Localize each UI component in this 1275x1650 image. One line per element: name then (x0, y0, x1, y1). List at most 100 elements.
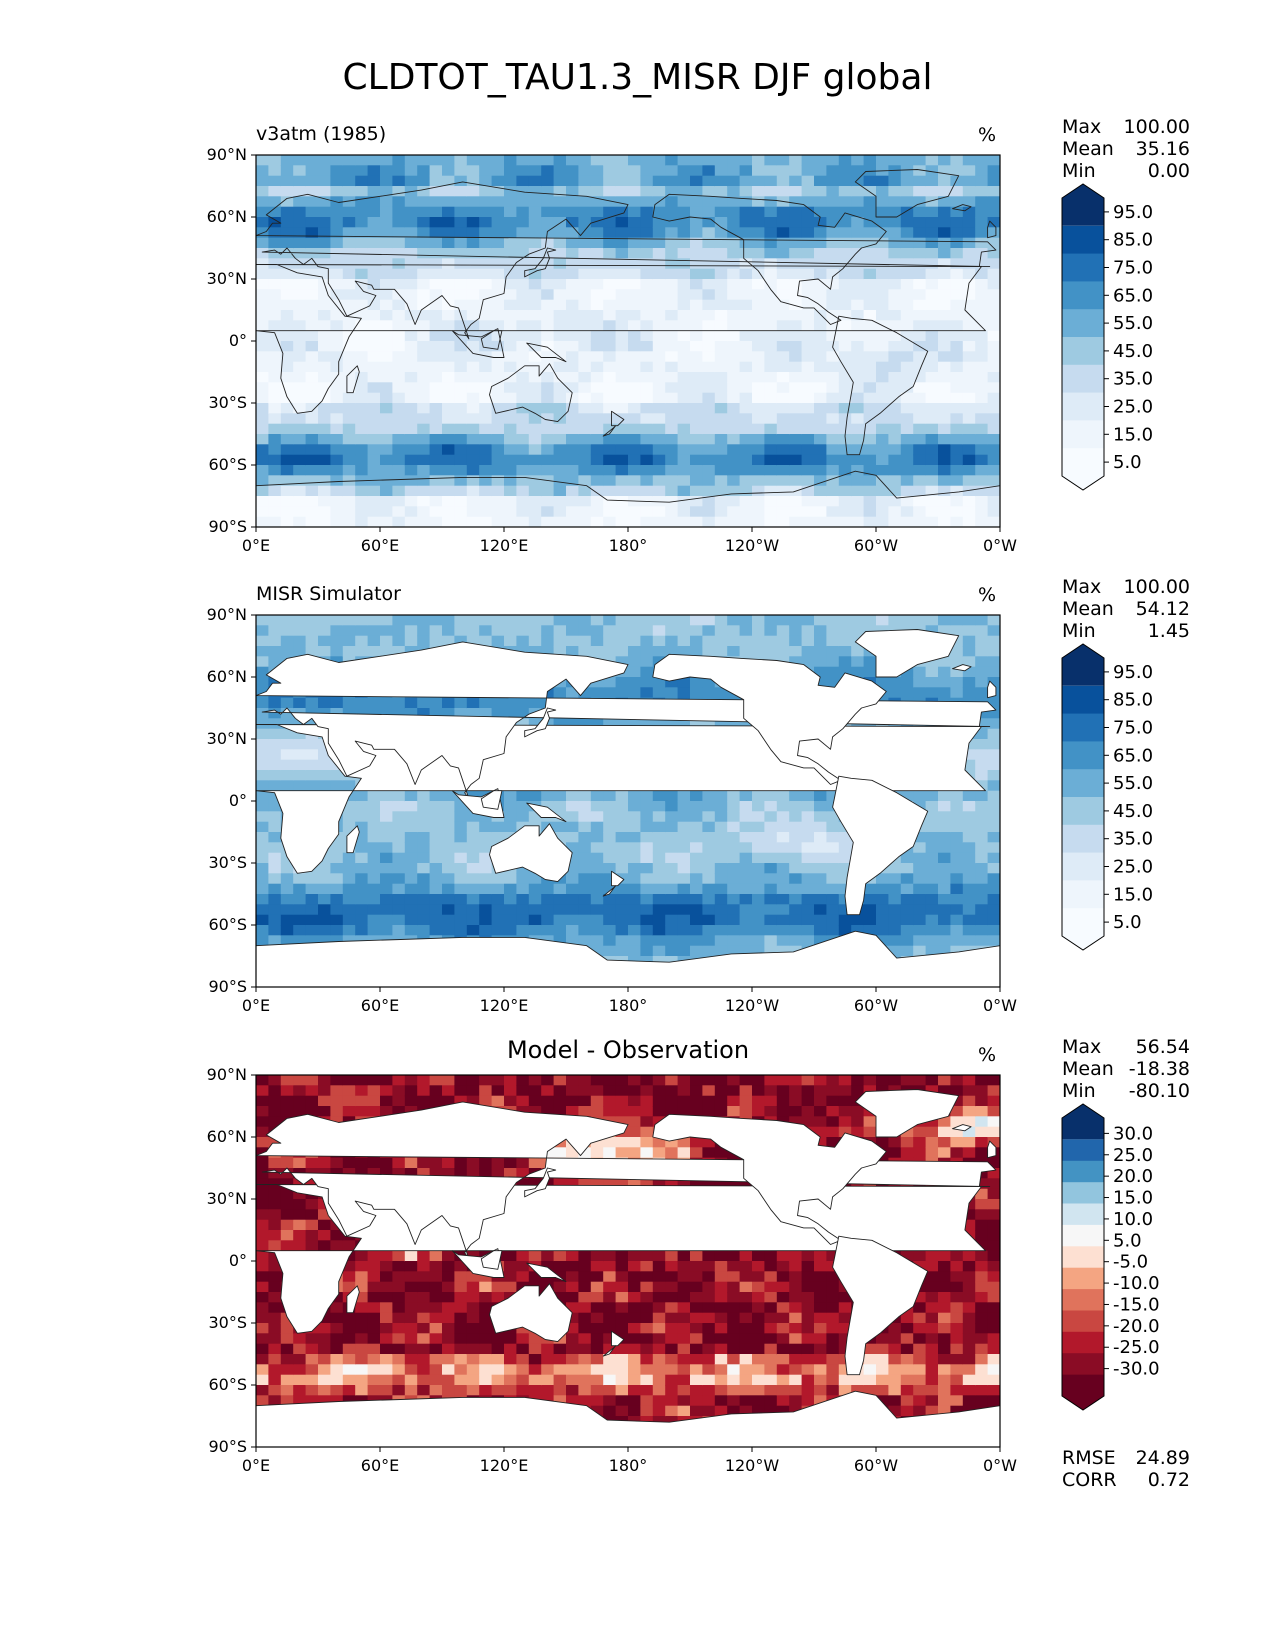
field-cell (367, 1312, 381, 1324)
field-cell (925, 801, 939, 812)
field-cell (975, 780, 989, 792)
field-cell (739, 615, 753, 626)
field-cell (776, 925, 790, 936)
field-cell (392, 852, 406, 864)
field-cell (256, 382, 269, 394)
field-cell (491, 708, 505, 719)
field-cell (491, 615, 505, 626)
field-cell (789, 351, 803, 363)
field-cell (479, 852, 493, 864)
field-cell (925, 852, 939, 864)
field-cell (268, 372, 282, 383)
field-cell (528, 697, 542, 709)
field-cell (293, 1188, 307, 1200)
field-cell (342, 1281, 356, 1293)
field-cell (280, 894, 294, 905)
field-cell (404, 175, 418, 187)
field-cell (826, 361, 840, 373)
field-cell (925, 496, 939, 507)
field-cell (454, 372, 468, 383)
field-cell (826, 904, 840, 916)
field-cell (863, 175, 877, 187)
field-cell (330, 904, 344, 916)
field-cell (702, 155, 716, 166)
field-cell (863, 279, 877, 290)
field-cell (318, 625, 331, 637)
field-cell (677, 790, 691, 802)
field-cell (330, 454, 344, 466)
field-cell (950, 351, 964, 363)
field-cell (690, 842, 703, 854)
field-cell (541, 423, 555, 435)
field-cell (652, 299, 666, 311)
field-cell (690, 341, 703, 352)
field-cell (342, 155, 356, 166)
field-cell (987, 392, 1000, 404)
field-cell (268, 1312, 282, 1324)
coastline-newzealand (611, 410, 625, 427)
field-cell (578, 635, 592, 647)
field-cell (454, 496, 468, 507)
field-cell (293, 361, 307, 373)
field-cell (256, 465, 269, 476)
field-cell (429, 299, 443, 311)
field-cell (318, 372, 331, 383)
colorbar-label: 95.0 (1113, 202, 1153, 223)
field-cell (801, 625, 815, 637)
field-cell (640, 863, 654, 874)
field-cell (355, 1302, 369, 1314)
field-cell (764, 914, 778, 926)
field-cell (950, 361, 964, 373)
field-cell (739, 925, 753, 936)
field-cell (950, 258, 964, 270)
field-cell (702, 625, 716, 637)
field-cell (851, 175, 865, 187)
field-cell (466, 516, 480, 527)
field-cell (268, 749, 282, 761)
field-cell (268, 811, 282, 823)
field-cell (628, 656, 641, 668)
field-cell (268, 279, 282, 290)
field-cell (330, 615, 344, 626)
field-cell (491, 516, 505, 527)
field-cell (429, 852, 443, 864)
field-cell (318, 1374, 331, 1386)
field-cell (516, 904, 530, 916)
field-cell (690, 258, 703, 270)
field-cell (702, 465, 716, 476)
field-cell (429, 801, 443, 812)
field-cell (690, 165, 703, 177)
field-cell (380, 1292, 393, 1303)
field-cell (305, 759, 319, 771)
field-cell (814, 485, 827, 497)
field-cell (975, 708, 989, 719)
field-cell (826, 873, 840, 885)
field-cell (752, 935, 765, 947)
field-cell (826, 821, 840, 833)
field-cell (429, 821, 443, 833)
field-cell (305, 635, 319, 647)
field-cell (504, 258, 517, 270)
field-cell (367, 279, 381, 290)
field-cell (925, 310, 939, 321)
field-cell (863, 403, 877, 414)
field-cell (293, 496, 307, 507)
field-cell (491, 289, 505, 301)
field-cell (950, 646, 964, 657)
field-cell (491, 925, 505, 936)
field-cell (876, 289, 889, 301)
field-cell (975, 925, 989, 936)
field-cell (466, 279, 480, 290)
field-cell (950, 413, 964, 425)
field-cell (578, 165, 592, 177)
field-cell (900, 361, 914, 373)
field-cell (838, 625, 852, 637)
field-cell (454, 625, 468, 637)
field-cell (962, 186, 976, 197)
field-cell (962, 310, 976, 321)
field-cell (776, 821, 790, 833)
field-cell (814, 496, 827, 507)
field-cell (442, 615, 455, 626)
field-cell (814, 615, 827, 626)
coastline-madagascar (346, 825, 360, 854)
